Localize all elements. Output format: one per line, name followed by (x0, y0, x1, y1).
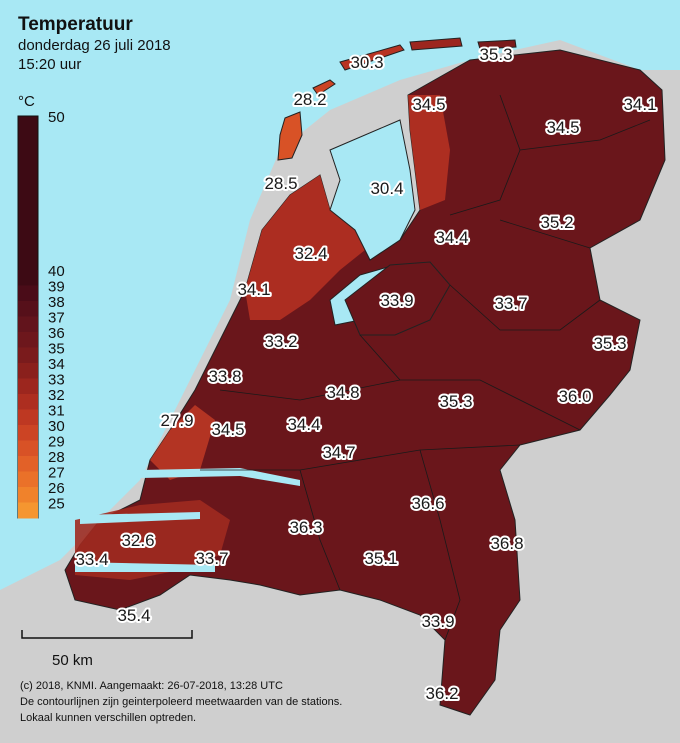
station-value: 34.1 (237, 280, 270, 299)
station-value: 34.4 (287, 415, 320, 434)
station-value: 36.0 (558, 387, 591, 406)
legend-top-label: 50 (48, 109, 65, 126)
legend-label: 27 (48, 465, 65, 482)
legend-swatch (18, 301, 38, 317)
legend-unit: °C (18, 93, 35, 110)
station-value: 32.4 (294, 244, 327, 263)
station-value: 36.8 (490, 534, 523, 553)
station-value: 34.5 (211, 420, 244, 439)
legend-swatch (18, 471, 38, 488)
legend-label: 31 (48, 403, 65, 420)
legend-label: 25 (48, 496, 65, 513)
legend-label: 37 (48, 310, 65, 327)
ijsselmeer (329, 119, 416, 261)
island-ameland (409, 37, 463, 51)
legend-label: 34 (48, 356, 65, 373)
footer-copyright: (c) 2018, KNMI. Aangemaakt: 26-07-2018, … (20, 680, 283, 692)
station-value: 30.3 (350, 53, 383, 72)
coastal-warm-zone-south (150, 405, 215, 480)
legend-label: 29 (48, 434, 65, 451)
legend-swatch (18, 502, 38, 519)
north-sea (0, 0, 680, 590)
legend-swatch (18, 332, 38, 348)
legend-label: 26 (48, 480, 65, 497)
island-schiermonnikoog (477, 39, 517, 50)
footer-note-1: De contourlijnen zijn geinterpoleerd mee… (20, 696, 343, 708)
legend-label: 28 (48, 449, 65, 466)
legend-label: 36 (48, 325, 65, 342)
legend-swatch (18, 285, 38, 302)
legend-swatch (18, 409, 38, 426)
island-texel (277, 111, 303, 161)
station-value: 35.2 (540, 213, 573, 232)
legend-swatch (18, 363, 38, 379)
station-value: 34.1 (623, 95, 656, 114)
station-value: 33.2 (264, 332, 297, 351)
station-value: 30.4 (370, 179, 403, 198)
station-value: 34.5 (412, 95, 445, 114)
map-time: 15:20 uur (18, 56, 82, 73)
station-value: 35.3 (593, 334, 626, 353)
legend-swatch (18, 347, 38, 364)
legend-swatch (18, 440, 38, 457)
station-value: 33.7 (195, 549, 228, 568)
station-value: 33.7 (494, 294, 527, 313)
station-value: 28.5 (264, 174, 297, 193)
station-value: 36.2 (425, 684, 458, 703)
legend-swatch (18, 456, 38, 472)
legend-label: 33 (48, 372, 65, 389)
station-value: 34.4 (435, 228, 468, 247)
station-labels: 30.3 35.3 28.2 34.5 34.1 34.5 28.5 30.4 34.4 35.2… (73, 43, 658, 705)
station-value: 28.2 (293, 90, 326, 109)
station-value: 33.4 (75, 550, 108, 569)
estuary-north (140, 468, 300, 486)
station-value: 34.7 (322, 443, 355, 462)
map-title: Temperatuur (18, 14, 133, 35)
legend-swatch (18, 425, 38, 441)
station-value: 34.8 (326, 383, 359, 402)
title-block: Temperatuur donderdag 26 juli 2018 15:20… (18, 14, 171, 74)
station-value: 27.9 (160, 411, 193, 430)
legend-swatch (18, 316, 38, 333)
legend-swatch (18, 378, 38, 395)
legend-swatches (18, 270, 38, 519)
estuary-westerschelde (75, 562, 215, 572)
coastal-warm-zone-north (245, 175, 365, 320)
estuary-oosterschelde (80, 512, 200, 524)
station-value: 32.6 (121, 531, 154, 550)
station-value: 35.4 (117, 606, 150, 625)
legend-label: 39 (48, 279, 65, 296)
station-value: 33.9 (380, 291, 413, 310)
province-borders (200, 94, 651, 641)
flevoland (344, 261, 451, 336)
station-value: 35.3 (479, 45, 512, 64)
map-date: donderdag 26 juli 2018 (18, 37, 171, 54)
scale-label: 50 km (52, 652, 93, 669)
station-value: 36.6 (411, 494, 444, 513)
station-value: 35.1 (364, 549, 397, 568)
legend-swatch (18, 394, 38, 410)
station-value: 33.9 (421, 612, 454, 631)
station-value: 36.3 (289, 518, 322, 537)
station-value: 33.8 (208, 367, 241, 386)
scale-bar: 50 km (21, 630, 193, 669)
legend-swatch (18, 270, 38, 286)
legend-label: 32 (48, 387, 65, 404)
legend-label: 30 (48, 418, 65, 435)
coastal-warm-zone-friesland (408, 95, 450, 210)
legend-label: 38 (48, 294, 65, 311)
legend-label: 35 (48, 341, 65, 358)
legend-label: 40 (48, 263, 65, 280)
legend-swatch (18, 487, 38, 503)
island-vlieland (312, 79, 336, 96)
island-terschelling (339, 44, 405, 71)
station-value: 35.3 (439, 392, 472, 411)
station-value: 34.5 (546, 118, 579, 137)
footer-note-2: Lokaal kunnen verschillen optreden. (20, 712, 197, 724)
footer: (c) 2018, KNMI. Aangemaakt: 26-07-2018, … (20, 678, 342, 726)
